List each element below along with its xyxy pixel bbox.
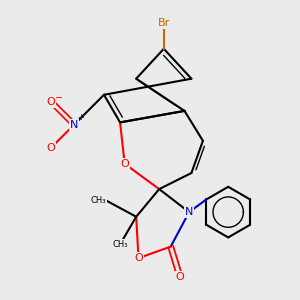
Text: Br: Br — [158, 19, 170, 28]
Text: O: O — [176, 272, 184, 281]
Text: O: O — [47, 97, 56, 107]
Text: CH₃: CH₃ — [91, 196, 106, 205]
Text: CH₃: CH₃ — [112, 240, 128, 249]
Text: O: O — [47, 143, 56, 153]
Text: N: N — [70, 120, 78, 130]
Text: O: O — [134, 253, 143, 263]
Text: +: + — [78, 113, 84, 122]
Text: −: − — [55, 93, 63, 103]
Text: O: O — [120, 159, 129, 169]
Text: N: N — [185, 207, 193, 217]
